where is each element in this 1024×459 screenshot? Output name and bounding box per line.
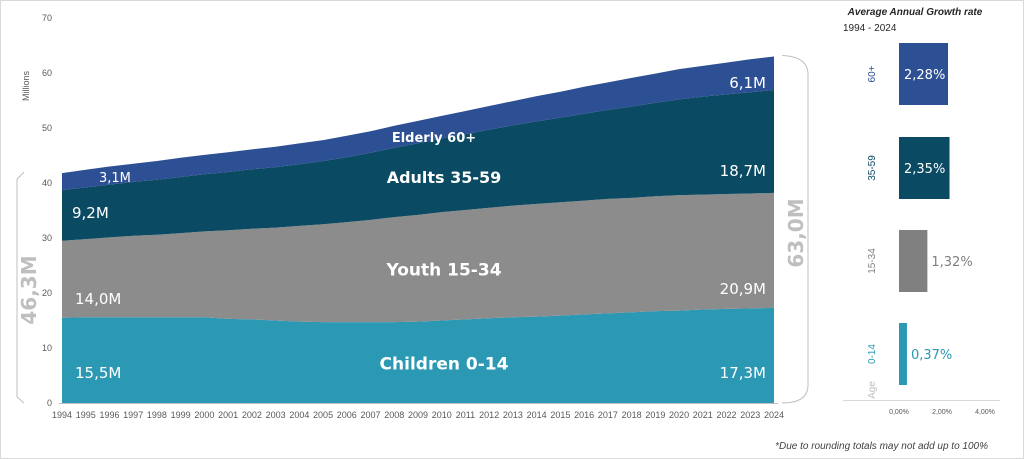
y-tick-label: 60 [42,68,52,78]
growth-category-label: 35-59 [867,155,878,181]
growth-category-label: 60+ [867,65,878,82]
y-axis-label: Millions [21,71,31,102]
end-value-labels: 17,3M 20,9M 18,7M 6,1M [720,74,766,382]
growth-chart-subtitle: 1994 - 2024 [843,23,897,34]
area-label-children: Children 0-14 [380,354,509,374]
x-tick-label: 2015 [550,410,570,420]
x-tick-label: 2007 [361,410,381,420]
growth-category-label: 15-34 [867,248,878,274]
x-tick-label: 2003 [266,410,286,420]
x-tick-label: 2002 [242,410,262,420]
growth-x-tick-label: 0,00% [889,409,909,416]
growth-value-label: 2,35% [904,162,945,177]
total-label-2024: 63,0M [784,198,808,267]
end-label-youth: 20,9M [720,280,766,298]
x-tick-label: 2018 [622,410,642,420]
footnote: *Due to rounding totals may not add up t… [775,441,988,452]
total-bracket-left [16,171,25,404]
x-tick-label: 1996 [99,410,119,420]
x-tick-label: 1995 [76,410,96,420]
y-tick-label: 40 [42,178,52,188]
x-tick-label: 2019 [645,410,665,420]
area-adults-35-59 [62,90,774,241]
x-tick-label: 2006 [337,410,357,420]
x-tick-label: 2014 [527,410,547,420]
area-elderly-60 [62,56,774,191]
growth-x-tick-label: 2,00% [932,409,952,416]
x-tick-label: 2021 [693,410,713,420]
growth-x-axis: 0,00% 2,00% 4,00% [889,409,995,416]
x-tick-label: 2022 [717,410,737,420]
end-label-elderly: 6,1M [729,74,766,92]
growth-x-tick-label: 4,00% [975,409,995,416]
growth-bar-35-59 [899,137,950,199]
area-series [62,56,774,403]
x-axis: 1994 1995 1996 1997 1998 1999 2000 2001 2002 2003… [52,410,784,420]
end-label-children: 17,3M [720,364,766,382]
x-tick-label: 2008 [384,410,404,420]
area-children-0-14 [62,307,774,403]
total-label-1994: 46,3M [17,255,41,324]
y-tick-label: 30 [42,233,52,243]
growth-rate-chart: Average Annual Growth rate 1994 - 2024 2… [843,7,1000,416]
end-label-adults: 18,7M [720,162,766,180]
x-tick-label: 2024 [764,410,784,420]
y-tick-label: 10 [42,343,52,353]
start-label-youth: 14,0M [75,290,121,308]
x-tick-label: 2023 [740,410,760,420]
area-label-adults: Adults 35-59 [387,168,502,187]
y-tick-label: 50 [42,123,52,133]
growth-bar-60 [899,43,949,105]
start-value-labels: 15,5M 14,0M 9,2M 3,1M [72,171,131,382]
growth-bar-0-14 [899,323,907,385]
area-label-youth: Youth 15-34 [385,260,501,280]
growth-category-label: 0-14 [867,344,878,364]
area-labels: Children 0-14 Youth 15-34 Adults 35-59 E… [380,131,509,374]
area-youth-15-34 [62,192,774,323]
x-tick-label: 2017 [598,410,618,420]
y-tick-label: 20 [42,288,52,298]
x-tick-label: 1998 [147,410,167,420]
start-label-adults: 9,2M [72,204,109,222]
x-tick-label: 2012 [479,410,499,420]
growth-value-label: 2,28% [904,68,945,83]
x-tick-label: 2004 [289,410,309,420]
x-tick-label: 2010 [432,410,452,420]
x-tick-label: 2000 [194,410,214,420]
x-tick-label: 2020 [669,410,689,420]
x-tick-label: 2016 [574,410,594,420]
x-tick-label: 2001 [218,410,238,420]
y-tick-label: 0 [47,398,52,408]
growth-chart-title: Average Annual Growth rate [847,7,983,18]
x-tick-label: 2011 [456,410,475,420]
start-label-children: 15,5M [75,364,121,382]
x-tick-label: 2013 [503,410,523,420]
y-axis: 0 10 20 30 40 50 60 70 [42,13,52,408]
growth-bars: 2,28% 60+ 2,35% 35-59 1,32% 15-34 0,37% 0-14 [867,43,973,385]
y-tick-label: 70 [42,13,52,23]
area-label-elderly: Elderly 60+ [392,131,476,146]
growth-chart-y-label: Age [867,381,878,399]
total-bracket-right [781,55,809,404]
x-tick-label: 1994 [52,410,72,420]
start-label-elderly: 3,1M [99,171,131,186]
x-tick-label: 2005 [313,410,333,420]
growth-bar-15-34 [899,230,928,292]
growth-value-label: 1,32% [931,255,972,270]
stacked-area-chart: Millions 0 10 20 30 40 50 60 70 1994 1995 1996 199… [16,13,809,420]
x-tick-label: 2009 [408,410,428,420]
x-tick-label: 1997 [123,410,143,420]
x-tick-label: 1999 [171,410,191,420]
growth-value-label: 0,37% [911,348,952,363]
